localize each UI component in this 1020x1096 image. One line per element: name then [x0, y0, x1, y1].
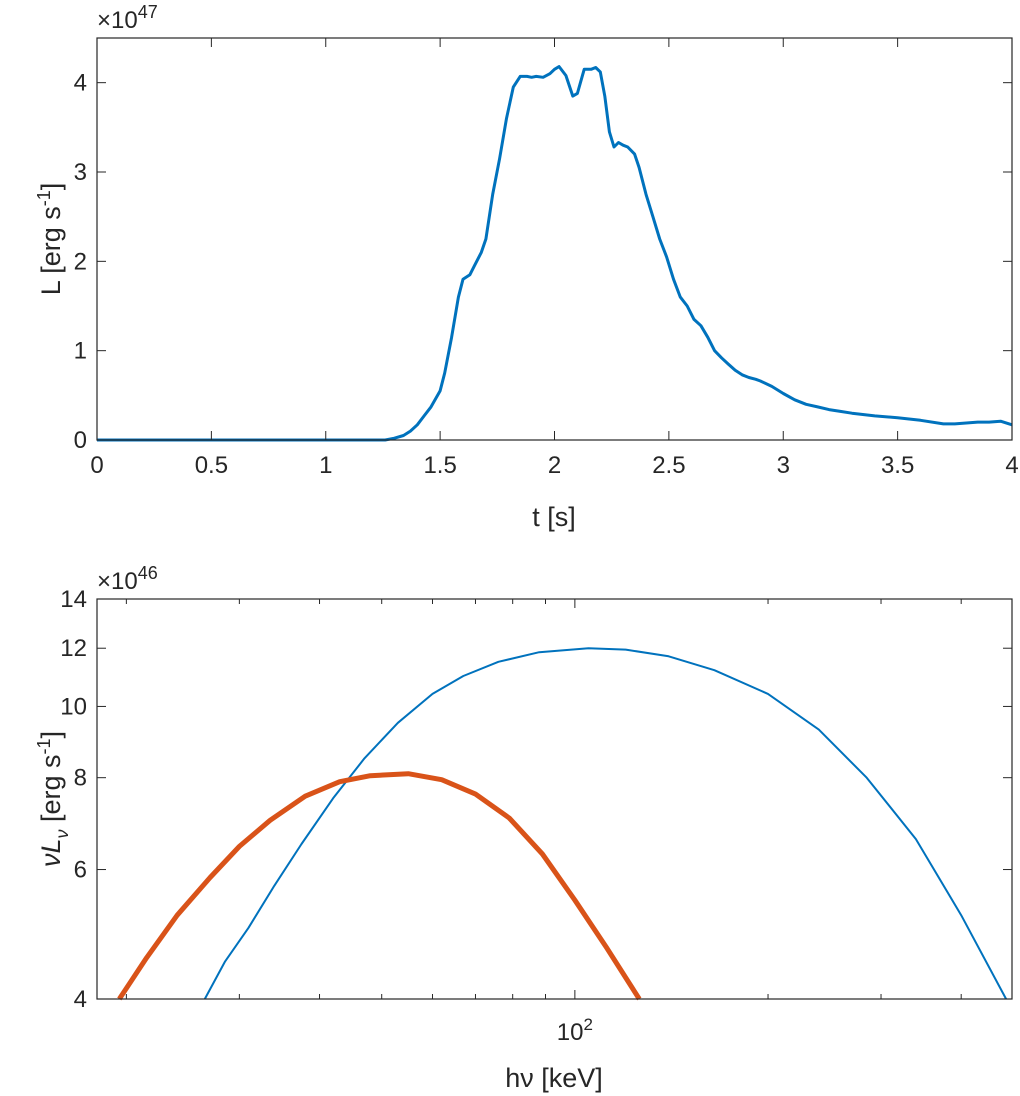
top-x-tick-label: 2 [548, 452, 561, 479]
bottom-x-tick-base: 10 [557, 1019, 584, 1046]
top-x-tick-label: 0 [90, 452, 103, 479]
top-x-tick-label: 3.5 [881, 452, 914, 479]
bottom-x-axis-label: hν [keV] [505, 1063, 603, 1093]
bottom-y-tick-label: 6 [74, 857, 87, 884]
bottom-y-axis-label: νLν [erg s-1] [34, 731, 72, 867]
bottom-y-tick-label: 4 [74, 986, 87, 1013]
bottom-y-tick-label: 14 [60, 586, 87, 613]
bottom-y-axis-label-sup: -1 [34, 738, 54, 754]
top-y-tick-label: 4 [74, 70, 87, 97]
top-series-layer [97, 65, 1013, 442]
top-x-tick-label: 3 [777, 452, 790, 479]
top-y-axis-label: L [erg s-1] [34, 183, 66, 296]
bottom-exponent-label: ×1046 [97, 563, 158, 595]
top-x-tick-label: 2.5 [652, 452, 685, 479]
bottom-x-major-tick-label: 102 [557, 1015, 593, 1046]
bottom-series-line-1 [203, 647, 1007, 1000]
top-x-tick-label: 1.5 [423, 452, 456, 479]
bottom-series-line-2 [117, 771, 642, 1001]
top-x-tick-label: 1 [319, 452, 332, 479]
top-x-tick-label: 0.5 [195, 452, 228, 479]
bottom-y-axis-label-mid: [erg s [36, 754, 66, 829]
bottom-ticks: 4 6 8 10 12 14 [60, 586, 1012, 1013]
bottom-exponent-base: ×10 [97, 568, 138, 595]
top-y-tick-label: 1 [74, 338, 87, 365]
top-ticks: 0 0.5 1 1.5 2 2.5 3 3.5 4 0 1 2 3 4 [74, 38, 1019, 479]
top-exponent-power: 47 [138, 2, 158, 22]
bottom-y-axis-label-end: ] [36, 731, 66, 739]
top-axes-frame [96, 37, 1013, 441]
luminancy-light-curve-panel: 0 0.5 1 1.5 2 2.5 3 3.5 4 0 1 2 3 4 ×1047 t [s] L [er… [34, 2, 1019, 532]
top-series-line [97, 65, 1013, 442]
top-x-tick-label: 4 [1005, 452, 1018, 479]
top-y-tick-label: 0 [74, 427, 87, 454]
top-y-axis-label-main: L [erg s [36, 206, 66, 295]
top-exponent-label: ×1047 [97, 2, 158, 34]
bottom-axes-frame [96, 598, 1013, 1000]
bottom-y-axis-label-sub: ν [52, 830, 72, 839]
top-exponent-base: ×10 [97, 7, 138, 34]
bottom-series-layer [117, 647, 1007, 1001]
top-y-tick-label: 3 [74, 159, 87, 186]
top-y-axis-label-sup: -1 [34, 190, 54, 206]
top-x-axis-label: t [s] [532, 502, 576, 532]
bottom-exponent-power: 46 [138, 563, 158, 583]
bottom-y-tick-label: 10 [60, 693, 87, 720]
bottom-y-tick-label: 8 [74, 765, 87, 792]
top-y-axis-label-end: ] [36, 183, 66, 191]
bottom-y-axis-label-main: νL [36, 839, 66, 868]
top-y-tick-label: 2 [74, 248, 87, 275]
bottom-y-tick-label: 12 [60, 635, 87, 662]
bottom-x-tick-power: 2 [583, 1015, 592, 1034]
